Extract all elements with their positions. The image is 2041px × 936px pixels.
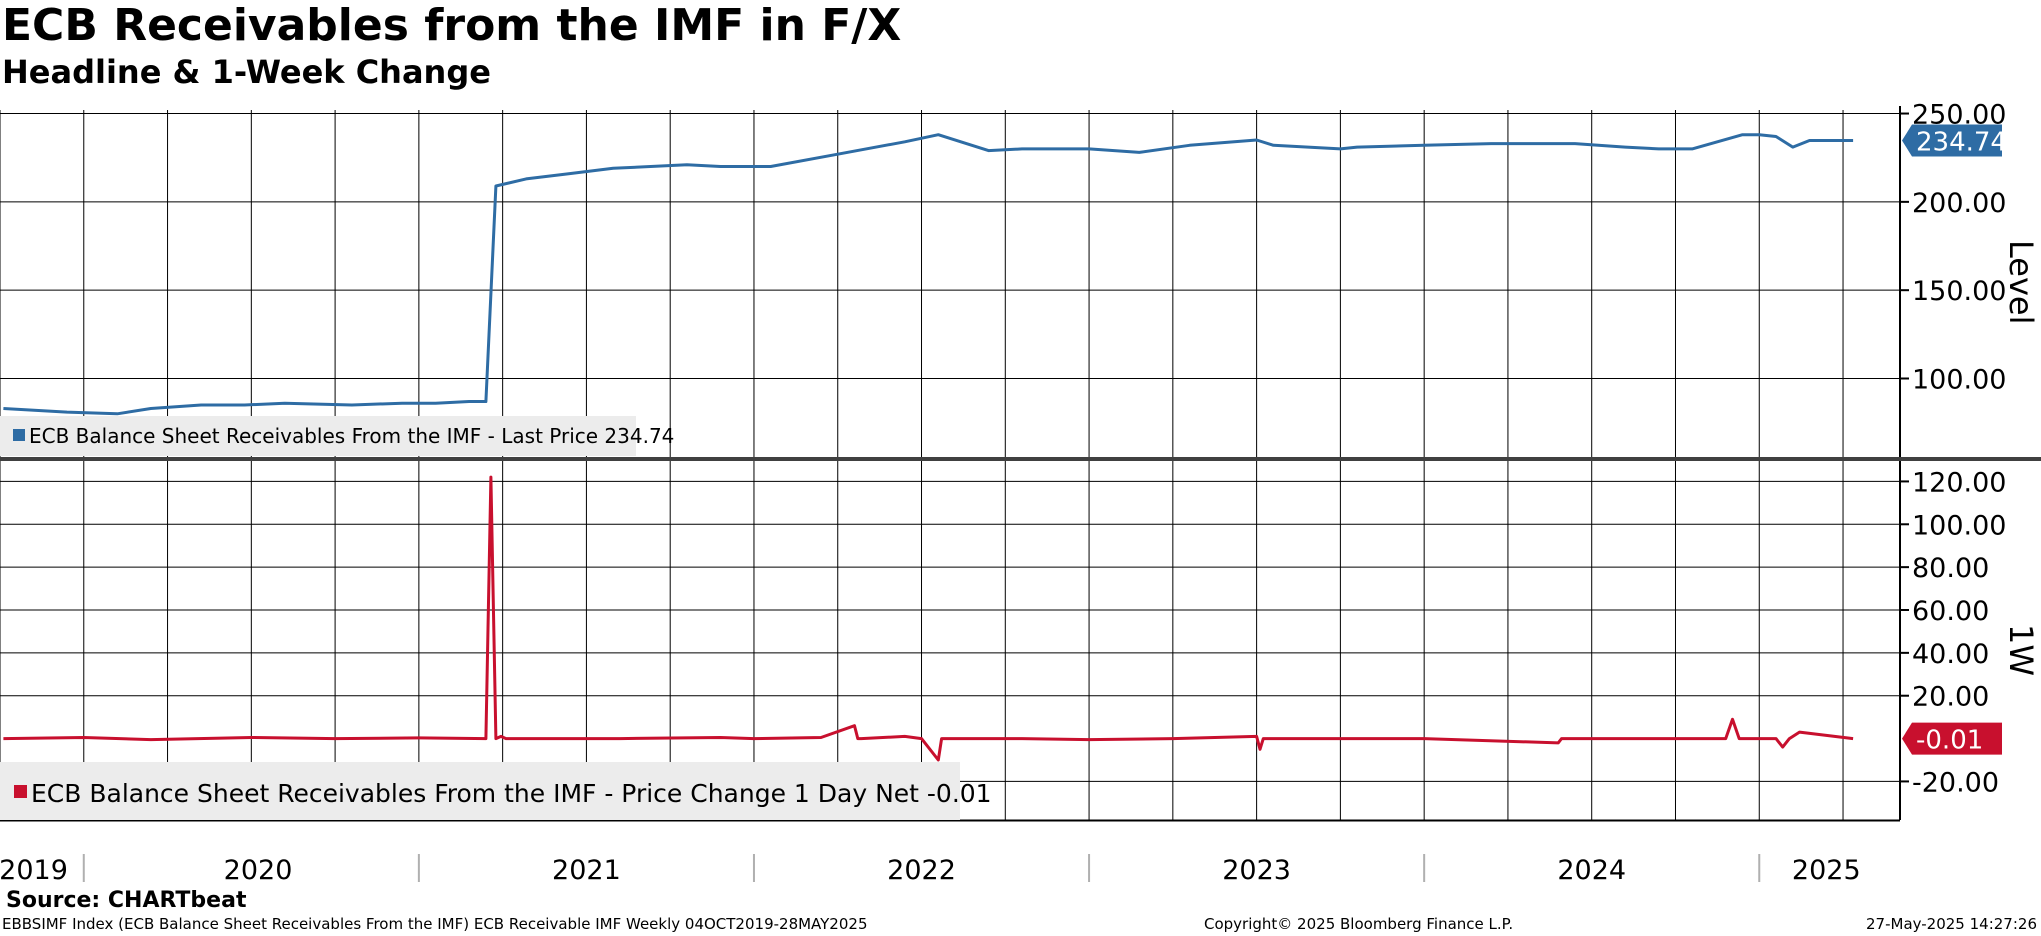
change-axis-title: 1W <box>2002 624 2040 676</box>
change-y-tick-label: 120.00 <box>1912 467 2006 498</box>
level-legend-label: ECB Balance Sheet Receivables From the I… <box>29 424 674 448</box>
level-y-tick-label: 200.00 <box>1912 188 2006 219</box>
level-last-value-badge-label: 234.74 <box>1916 127 2007 157</box>
change-y-tick-label: 60.00 <box>1912 596 1989 627</box>
change-y-tick-label: 40.00 <box>1912 639 1989 670</box>
page-title: ECB Receivables from the IMF in F/X <box>2 0 902 51</box>
change-y-tick-label: -20.00 <box>1912 767 1999 798</box>
source-label: Source: CHARTbeat <box>6 888 247 913</box>
change-legend-box <box>0 762 960 820</box>
change-series-line <box>3 475 1854 762</box>
level-last-value-badge <box>1902 124 2002 157</box>
x-tick-label: 2019 <box>0 855 68 886</box>
change-legend-swatch <box>14 785 27 798</box>
x-tick-label: 2022 <box>887 855 956 886</box>
level-y-tick-label: 150.00 <box>1912 276 2006 307</box>
page-subtitle: Headline & 1-Week Change <box>2 53 491 91</box>
timestamp: 27-May-2025 14:27:26 <box>1866 915 2037 933</box>
level-y-tick-label: 100.00 <box>1912 365 2006 396</box>
change-y-tick-label: 20.00 <box>1912 682 1989 713</box>
level-legend-swatch <box>13 429 25 441</box>
x-tick-label: 2021 <box>552 855 621 886</box>
change-last-value-badge <box>1902 722 2002 755</box>
x-tick-label: 2024 <box>1557 855 1626 886</box>
change-y-tick-label: 80.00 <box>1912 553 1989 584</box>
change-legend-label: ECB Balance Sheet Receivables From the I… <box>31 779 992 808</box>
ticker-info: EBBSIMF Index (ECB Balance Sheet Receiva… <box>2 915 868 933</box>
x-tick-label: 2025 <box>1792 855 1861 886</box>
level-axis-title: Level <box>2002 240 2040 324</box>
change-y-tick-label: 100.00 <box>1912 510 2006 541</box>
copyright-text: Copyright© 2025 Bloomberg Finance L.P. <box>1204 915 1514 933</box>
change-last-value-badge-label: -0.01 <box>1916 726 1983 756</box>
level-legend-box <box>0 416 636 456</box>
level-series-line <box>3 133 1854 416</box>
x-tick-label: 2020 <box>224 855 293 886</box>
x-tick-label: 2023 <box>1222 855 1291 886</box>
